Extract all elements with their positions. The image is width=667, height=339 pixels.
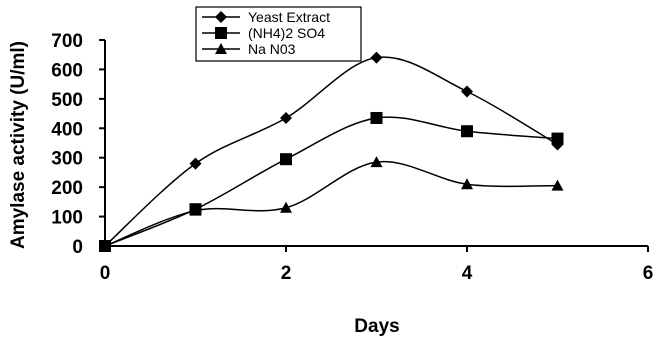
data-point-diamond [280, 111, 292, 124]
data-point-square [551, 132, 564, 145]
data-point-square [461, 125, 473, 138]
series-triangle [99, 156, 564, 251]
legend-marker-triangle [215, 43, 227, 54]
plot-area: 0 100 200 300 400 500 600 700 0 2 4 6 [51, 31, 653, 284]
series-line [104, 56, 558, 247]
y-tick-label: 500 [51, 90, 83, 111]
data-point-triangle [280, 201, 292, 213]
legend-entry-label: Na N03 [248, 41, 296, 57]
series-line [104, 160, 558, 247]
y-tick-label: 0 [72, 237, 83, 258]
series-diamond [99, 51, 564, 252]
x-tick-label: 4 [462, 263, 473, 284]
y-tick-label: 100 [51, 208, 83, 229]
legend-entry-label: Yeast Extract [248, 9, 330, 25]
data-point-diamond [189, 157, 202, 170]
data-point-diamond [370, 51, 383, 64]
x-tick-label: 6 [643, 263, 654, 284]
y-tick-label: 700 [51, 31, 83, 52]
legend-marker-square [215, 27, 227, 39]
data-point-diamond [461, 85, 473, 98]
y-tick-label: 200 [51, 178, 83, 199]
data-point-triangle [370, 156, 383, 168]
x-axis-title: Days [354, 316, 399, 337]
y-tick-label: 400 [51, 119, 83, 140]
data-point-triangle [99, 240, 111, 251]
y-axis-title: Amylase activity (U/ml) [8, 41, 29, 249]
y-tick-label: 300 [51, 149, 83, 170]
legend-marker-diamond [215, 11, 227, 23]
data-point-triangle [189, 204, 202, 216]
data-point-triangle [461, 178, 473, 190]
y-tick-label: 600 [51, 60, 83, 81]
data-point-square [280, 153, 292, 166]
data-point-triangle [551, 179, 564, 191]
series-square [99, 111, 564, 252]
legend-entry-label: (NH4)2 SO4 [248, 25, 325, 41]
data-point-square [370, 111, 383, 124]
x-tick-label: 2 [281, 263, 292, 284]
x-tick-label: 0 [100, 263, 111, 284]
